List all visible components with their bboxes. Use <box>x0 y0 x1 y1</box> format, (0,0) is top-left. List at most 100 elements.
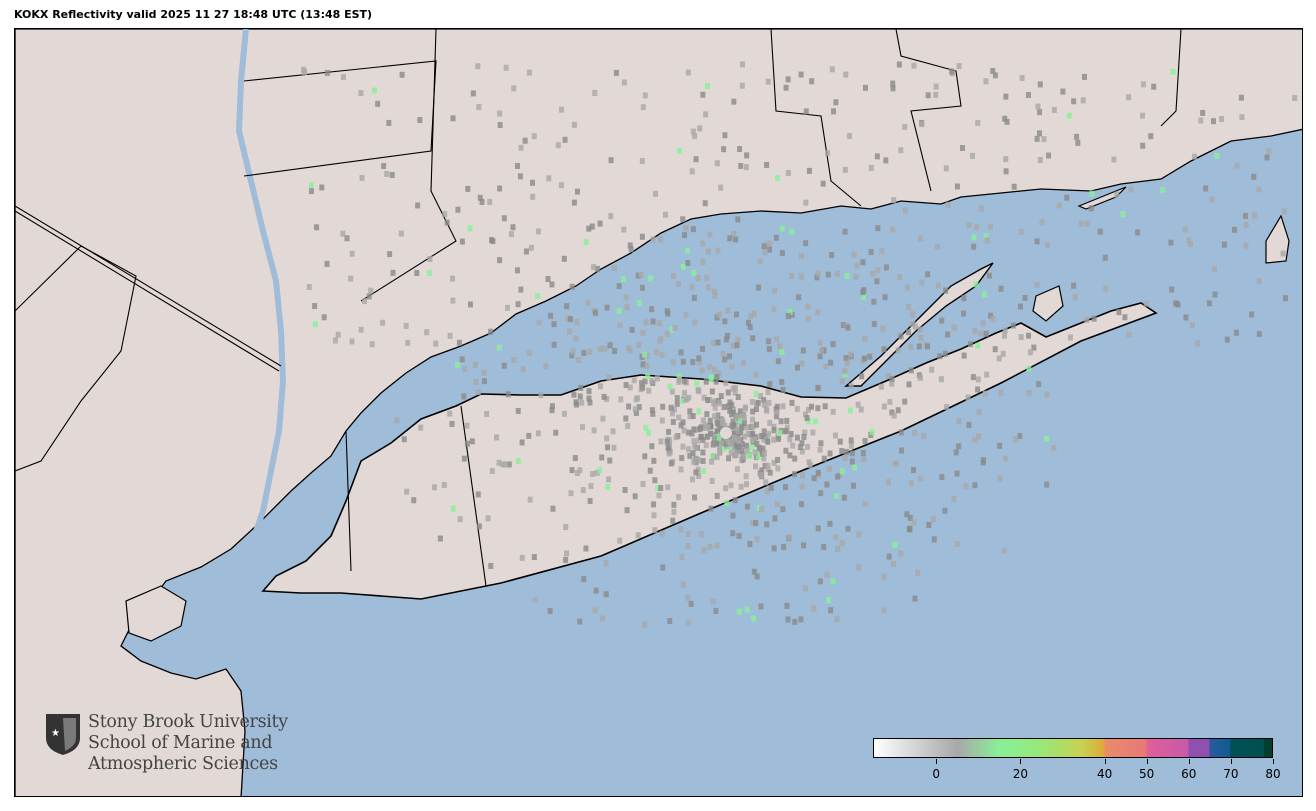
svg-text:★: ★ <box>51 728 60 739</box>
radar-echo <box>785 616 791 623</box>
radar-echo <box>1044 435 1050 442</box>
radar-echo <box>744 152 750 159</box>
radar-echo <box>801 433 807 440</box>
radar-echo <box>645 373 651 380</box>
radar-echo <box>660 564 666 571</box>
radar-echo <box>1126 331 1132 338</box>
radar-echo <box>764 488 770 495</box>
radar-echo <box>972 482 978 489</box>
radar-echo <box>531 133 537 140</box>
radar-echo <box>569 283 575 290</box>
radar-echo <box>651 457 657 464</box>
radar-echo <box>649 377 655 384</box>
radar-echo <box>459 238 465 245</box>
radar-echo <box>707 231 713 238</box>
radar-echo <box>561 410 567 417</box>
radar-echo <box>908 343 914 350</box>
radar-echo <box>756 445 762 452</box>
radar-echo <box>843 354 849 361</box>
radar-echo <box>854 262 860 269</box>
radar-echo <box>774 403 780 410</box>
radar-echo <box>783 484 789 491</box>
radar-echo <box>737 417 743 424</box>
radar-echo <box>751 310 757 317</box>
radar-echo <box>881 403 887 410</box>
radar-echo <box>883 157 889 164</box>
radar-echo <box>890 560 896 567</box>
radar-echo <box>794 434 800 441</box>
radar-echo <box>611 444 617 451</box>
radar-echo <box>603 591 609 598</box>
radar-echo <box>796 294 802 301</box>
radar-echo <box>692 133 698 140</box>
radar-echo <box>660 403 666 410</box>
radar-echo <box>830 578 836 585</box>
radar-echo <box>736 443 742 450</box>
radar-echo <box>650 236 656 243</box>
radar-echo <box>956 418 962 425</box>
radar-echo <box>827 520 833 527</box>
radar-echo <box>818 490 824 497</box>
radar-echo <box>997 442 1003 449</box>
radar-echo <box>819 348 825 355</box>
radar-echo <box>517 173 523 180</box>
radar-echo <box>597 383 603 390</box>
radar-echo <box>718 184 724 191</box>
radar-echo <box>774 175 780 182</box>
radar-echo <box>335 331 341 338</box>
radar-echo <box>852 464 858 471</box>
radar-echo <box>414 270 420 277</box>
radar-echo <box>1071 282 1077 289</box>
radar-echo <box>918 334 924 341</box>
radar-echo <box>773 234 779 241</box>
radar-echo <box>644 352 650 359</box>
radar-echo <box>983 78 989 85</box>
radar-echo <box>497 185 503 192</box>
radar-echo <box>753 520 759 527</box>
radar-echo <box>358 326 364 333</box>
radar-echo <box>762 433 768 440</box>
radar-echo <box>627 384 633 391</box>
radar-echo <box>1183 314 1189 321</box>
radar-echo <box>674 400 680 407</box>
radar-echo <box>739 424 745 431</box>
radar-echo <box>777 430 783 437</box>
colorbar-tick-label: 80 <box>1265 767 1281 781</box>
radar-echo <box>983 232 989 239</box>
radar-echo <box>912 595 918 602</box>
radar-echo <box>790 442 796 449</box>
radar-echo <box>564 303 570 310</box>
radar-echo <box>1066 112 1072 119</box>
radar-echo <box>707 363 713 370</box>
radar-echo <box>883 264 889 271</box>
radar-echo <box>711 413 717 420</box>
radar-echo <box>898 333 904 340</box>
radar-echo <box>558 182 564 189</box>
radar-echo <box>371 87 377 94</box>
radar-echo <box>763 479 769 486</box>
radar-echo <box>696 359 702 366</box>
radar-echo <box>681 427 687 434</box>
radar-echo <box>505 304 511 311</box>
radar-echo <box>716 435 722 442</box>
radar-echo <box>1135 229 1141 236</box>
radar-echo <box>919 121 925 128</box>
colorbar-tick-label: 70 <box>1223 767 1239 781</box>
radar-echo <box>817 446 823 453</box>
radar-echo <box>623 415 629 422</box>
radar-echo <box>1097 228 1103 235</box>
radar-echo <box>870 270 876 277</box>
radar-echo <box>912 429 918 436</box>
radar-echo <box>607 342 613 349</box>
radar-echo <box>1019 75 1025 82</box>
radar-echo <box>743 473 749 480</box>
radar-echo <box>815 405 821 412</box>
radar-echo <box>714 454 720 461</box>
radar-echo <box>771 436 777 443</box>
radar-echo <box>1036 381 1042 388</box>
radar-echo <box>1039 219 1045 226</box>
radar-echo <box>787 452 793 459</box>
radar-map <box>14 28 1303 797</box>
radar-echo <box>676 147 682 154</box>
radar-echo <box>712 292 718 299</box>
